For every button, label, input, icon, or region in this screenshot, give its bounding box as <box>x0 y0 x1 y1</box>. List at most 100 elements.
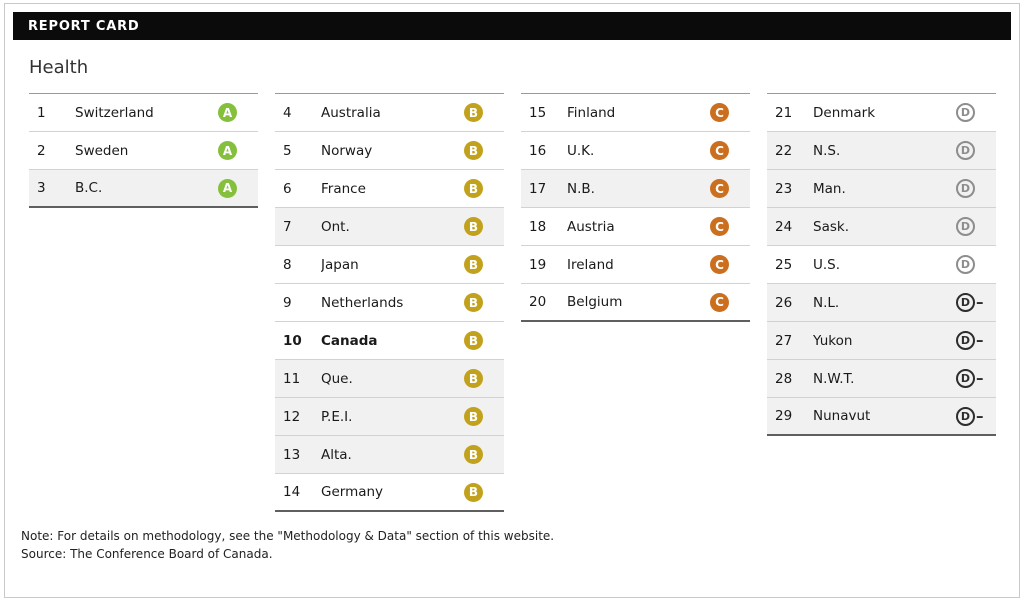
rankings-grid: 1 Switzerland A 2 Sweden A 3 B.C. A 4 Australia B 5 N… <box>29 93 996 512</box>
grade-circle-icon: C <box>710 292 729 312</box>
rank-cell: 26 <box>775 294 793 311</box>
rank-cell: 10 <box>283 332 302 349</box>
name-cell: Austria <box>567 218 615 235</box>
grade-badge: D <box>956 141 986 160</box>
table-row: 12 P.E.I. B <box>275 398 504 436</box>
name-cell: Belgium <box>567 294 623 310</box>
name-cell: Finland <box>567 104 616 121</box>
name-cell: Ireland <box>567 256 614 273</box>
rank-cell: 13 <box>283 446 301 463</box>
rank-cell: 4 <box>283 104 292 121</box>
grade-badge: C <box>710 292 740 312</box>
rank-cell: 27 <box>775 332 793 349</box>
grade-badge: A <box>218 178 248 198</box>
grade-circle-icon: B <box>464 369 483 388</box>
table-row: 15 Finland C <box>521 94 750 132</box>
grade-badge: B <box>464 407 494 426</box>
rank-cell: 17 <box>529 180 547 197</box>
rank-cell: 6 <box>283 180 292 197</box>
rank-cell: 24 <box>775 218 793 235</box>
grade-circle-icon: B <box>464 141 483 160</box>
table-row: 21 Denmark D <box>767 94 996 132</box>
table-row: 23 Man. D <box>767 170 996 208</box>
rank-cell: 21 <box>775 104 793 121</box>
grade-suffix: – <box>976 406 984 425</box>
ranking-column: 15 Finland C 16 U.K. C 17 N.B. C 18 Austria C 19 Irel… <box>521 93 750 322</box>
table-row: 24 Sask. D <box>767 208 996 246</box>
grade-circle-icon: B <box>464 407 483 426</box>
grade-circle-icon: D <box>956 293 975 312</box>
grade-circle-icon: D <box>956 331 975 350</box>
table-row: 20 Belgium C <box>521 284 750 322</box>
report-card-header: REPORT CARD <box>13 12 1011 40</box>
grade-badge: B <box>464 293 494 312</box>
grade-circle-icon: C <box>710 141 729 160</box>
grade-badge: B <box>464 141 494 160</box>
table-row: 5 Norway B <box>275 132 504 170</box>
table-row: 2 Sweden A <box>29 132 258 170</box>
grade-badge: C <box>710 103 740 122</box>
rank-cell: 15 <box>529 104 547 121</box>
table-row: 25 U.S. D <box>767 246 996 284</box>
name-cell: N.S. <box>813 142 841 159</box>
grade-badge: B <box>464 103 494 122</box>
table-row: 9 Netherlands B <box>275 284 504 322</box>
grade-circle-icon: B <box>464 445 483 464</box>
grade-badge: D <box>956 103 986 122</box>
name-cell: N.W.T. <box>813 370 855 387</box>
rank-cell: 1 <box>37 104 46 121</box>
rank-cell: 29 <box>775 408 793 424</box>
table-row: 29 Nunavut D – <box>767 398 996 436</box>
grade-suffix: – <box>976 369 984 387</box>
table-row: 18 Austria C <box>521 208 750 246</box>
rank-cell: 18 <box>529 218 547 235</box>
table-row: 19 Ireland C <box>521 246 750 284</box>
table-row: 16 U.K. C <box>521 132 750 170</box>
name-cell: Man. <box>813 180 846 197</box>
table-row: 27 Yukon D – <box>767 322 996 360</box>
rank-cell: 25 <box>775 256 793 273</box>
name-cell: P.E.I. <box>321 408 353 425</box>
table-row: 22 N.S. D <box>767 132 996 170</box>
rank-cell: 12 <box>283 408 301 425</box>
grade-circle-icon: B <box>464 217 483 236</box>
rank-cell: 14 <box>283 484 301 500</box>
grade-circle-icon: B <box>464 482 483 502</box>
table-row: 26 N.L. D – <box>767 284 996 322</box>
rank-cell: 16 <box>529 142 547 159</box>
grade-circle-icon: C <box>710 255 729 274</box>
grade-circle-icon: D <box>956 255 975 274</box>
grade-badge: A <box>218 141 248 160</box>
rank-cell: 23 <box>775 180 793 197</box>
name-cell: Denmark <box>813 104 876 121</box>
name-cell: Germany <box>321 484 384 500</box>
name-cell: Sweden <box>75 142 129 159</box>
ranking-column: 1 Switzerland A 2 Sweden A 3 B.C. A <box>29 93 258 208</box>
grade-circle-icon: B <box>464 179 483 198</box>
grade-badge: C <box>710 141 740 160</box>
footnotes: Note: For details on methodology, see th… <box>21 527 1019 563</box>
grade-circle-icon: B <box>464 103 483 122</box>
report-card-title: REPORT CARD <box>28 18 140 34</box>
name-cell: N.B. <box>567 180 595 197</box>
grade-badge: B <box>464 445 494 464</box>
name-cell: Japan <box>321 256 359 273</box>
grade-badge: C <box>710 217 740 236</box>
grade-badge: B <box>464 217 494 236</box>
grade-circle-icon: D <box>956 217 975 236</box>
table-row: 13 Alta. B <box>275 436 504 474</box>
page-title: Health <box>29 57 89 78</box>
grade-badge: D – <box>956 406 986 426</box>
table-row: 3 B.C. A <box>29 170 258 208</box>
name-cell: Alta. <box>321 446 352 463</box>
grade-badge: B <box>464 255 494 274</box>
rank-cell: 19 <box>529 256 547 273</box>
rank-cell: 8 <box>283 256 292 273</box>
grade-badge: D – <box>956 293 986 312</box>
name-cell: U.S. <box>813 256 841 273</box>
grade-circle-icon: A <box>218 103 237 122</box>
grade-badge: D <box>956 255 986 274</box>
table-row: 14 Germany B <box>275 474 504 512</box>
note-source: Source: The Conference Board of Canada. <box>21 547 273 561</box>
rank-cell: 5 <box>283 142 292 159</box>
